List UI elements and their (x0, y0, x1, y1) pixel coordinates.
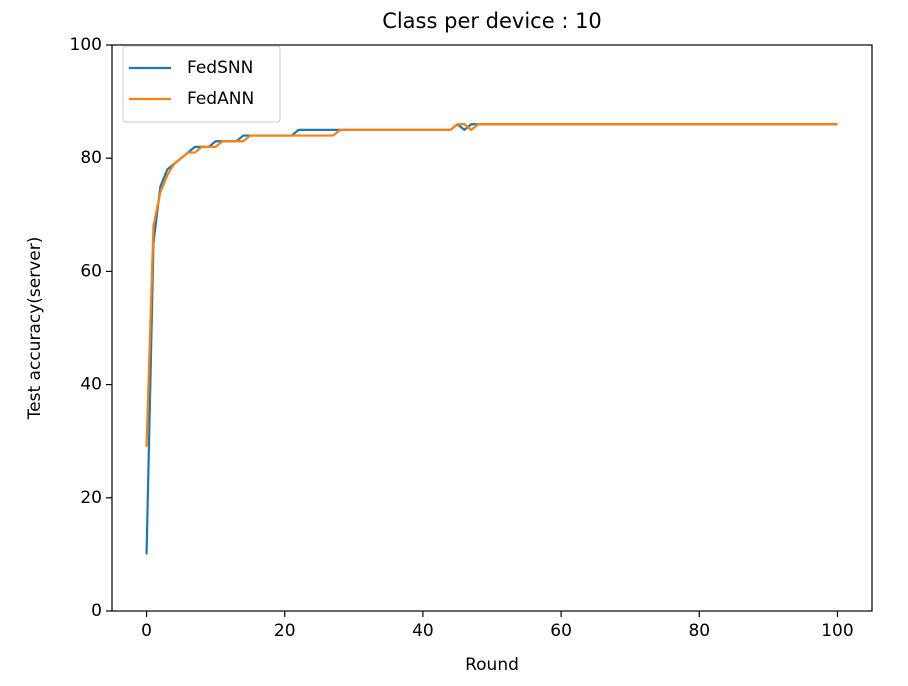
y-tick-label: 0 (91, 601, 102, 621)
x-tick-label: 60 (550, 621, 572, 641)
x-tick-label: 0 (141, 621, 152, 641)
series-line (145, 123, 838, 555)
series-line (145, 123, 838, 447)
x-tick-label: 40 (412, 621, 434, 641)
chart-title: Class per device : 10 (382, 9, 602, 33)
y-tick-label: 80 (80, 148, 102, 168)
legend-label: FedSNN (187, 58, 253, 78)
x-axis-label: Round (465, 655, 519, 675)
plot-frame (111, 44, 873, 612)
y-tick-label: 40 (80, 375, 102, 395)
legend-box (122, 45, 281, 123)
legend-label: FedANN (187, 89, 254, 109)
y-tick-label: 20 (80, 488, 102, 508)
y-tick-label: 100 (70, 35, 102, 55)
y-tick-label: 60 (80, 261, 102, 281)
y-axis-label: Test accuracy(server) (25, 237, 45, 421)
x-tick-label: 20 (274, 621, 296, 641)
x-tick-label: 100 (821, 621, 853, 641)
x-tick-label: 80 (688, 621, 710, 641)
